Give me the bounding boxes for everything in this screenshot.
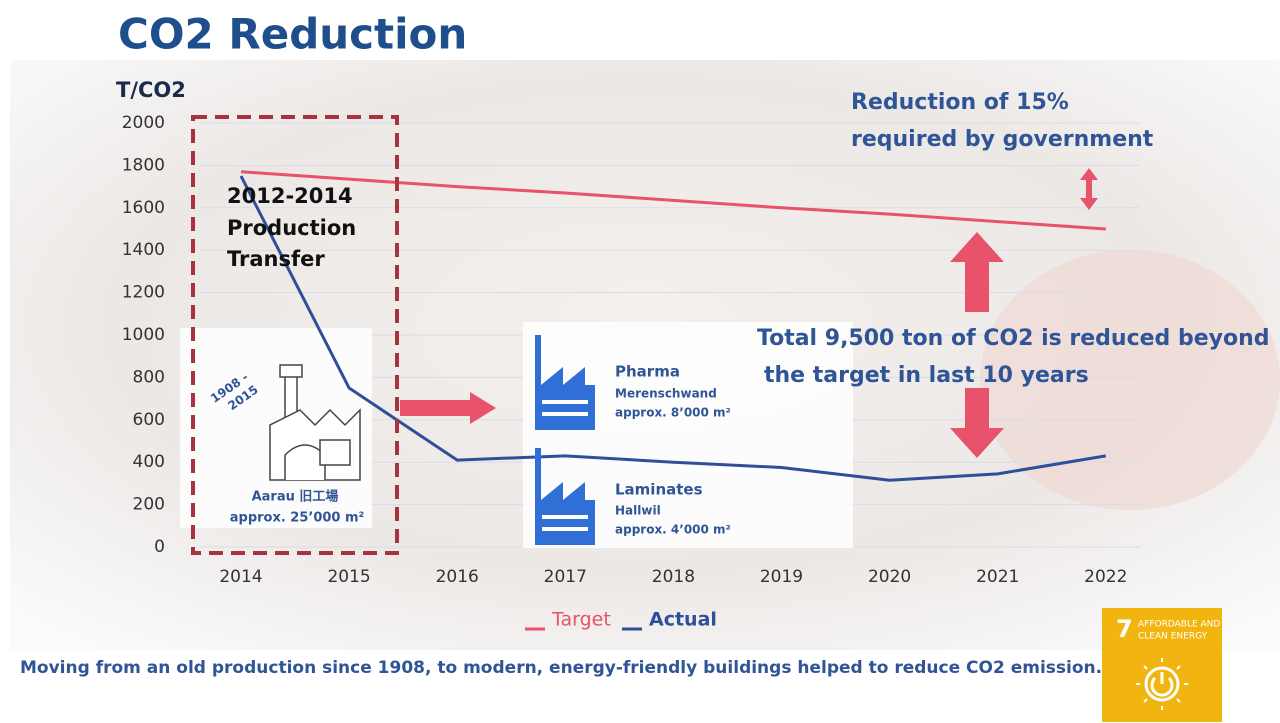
annotation: the target in last 10 years bbox=[764, 363, 1089, 388]
annotation: 2012-2014 bbox=[227, 184, 353, 208]
annotation: Laminates bbox=[615, 481, 703, 499]
x-tick-label: 2016 bbox=[436, 567, 479, 587]
annotation: Reduction of 15% bbox=[851, 90, 1069, 115]
footer: Moving from an old production since 1908… bbox=[20, 658, 1102, 678]
y-tick-label: 1600 bbox=[122, 198, 165, 218]
annotation: Merenschwand bbox=[615, 387, 717, 401]
annotation: Pharma bbox=[615, 363, 680, 381]
x-tick-label: 2020 bbox=[868, 567, 911, 587]
x-tick-label: 2018 bbox=[652, 567, 695, 587]
sdg-number: 7 bbox=[1116, 615, 1133, 643]
x-tick-label: 2015 bbox=[327, 567, 370, 587]
y-tick-label: 0 bbox=[154, 537, 165, 557]
sdg-label: AFFORDABLE AND bbox=[1138, 620, 1220, 630]
chart-title: CO2 Reduction bbox=[118, 10, 467, 59]
y-axis-label: T/CO2 bbox=[116, 78, 186, 102]
y-tick-label: 400 bbox=[133, 452, 165, 472]
slide: CO2 Reduction T/CO2 0 200 400 600 800 1000 120… bbox=[0, 0, 1280, 723]
y-tick-label: 200 bbox=[133, 495, 165, 515]
annotation: approx. 25’000 m² bbox=[230, 511, 365, 526]
legend-label: Actual bbox=[649, 609, 717, 631]
y-tick-label: 1000 bbox=[122, 325, 165, 345]
annotation: Aarau 旧工場 bbox=[252, 489, 339, 505]
y-tick-label: 2000 bbox=[122, 113, 165, 133]
annotation: required by government bbox=[851, 127, 1154, 152]
annotation: Transfer bbox=[227, 247, 325, 271]
y-tick-label: 600 bbox=[133, 410, 165, 430]
x-tick-label: 2022 bbox=[1084, 567, 1127, 587]
annotation: approx. 8’000 m² bbox=[615, 406, 731, 420]
annotation: Hallwil bbox=[615, 504, 661, 518]
y-tick-label: 800 bbox=[133, 367, 165, 387]
page: {"chart_data": {"type": "line", "title":… bbox=[0, 0, 1280, 723]
x-tick-label: 2021 bbox=[976, 567, 1019, 587]
x-tick-label: 2019 bbox=[760, 567, 803, 587]
annotation: Production bbox=[227, 216, 356, 240]
annotation: Total 9,500 ton of CO2 is reduced beyond bbox=[757, 326, 1270, 351]
y-tick-label: 1400 bbox=[122, 240, 165, 260]
y-tick-label: 1800 bbox=[122, 155, 165, 175]
x-tick-label: 2014 bbox=[219, 567, 262, 587]
y-tick-label: 1200 bbox=[122, 283, 165, 303]
sdg-label: CLEAN ENERGY bbox=[1138, 632, 1208, 642]
annotation: approx. 4’000 m² bbox=[615, 523, 731, 537]
x-tick-label: 2017 bbox=[544, 567, 587, 587]
legend-label: Target bbox=[551, 609, 611, 631]
